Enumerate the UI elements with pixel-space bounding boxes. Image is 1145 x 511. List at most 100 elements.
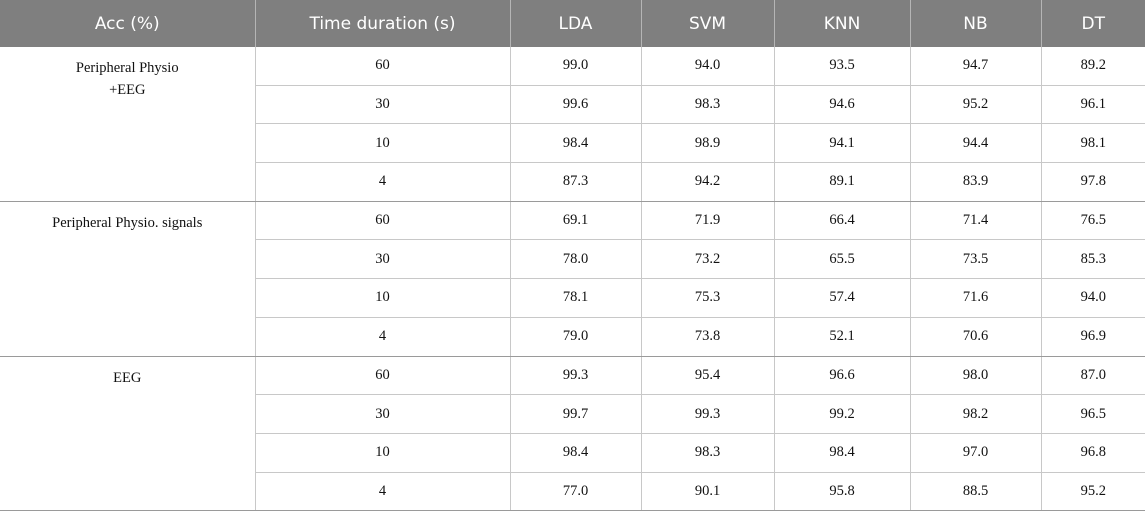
header-acc: Acc (%) — [0, 0, 256, 47]
dt-cell: 85.3 — [1041, 239, 1145, 280]
dt-cell: 76.5 — [1041, 201, 1145, 241]
dt-cell: 96.8 — [1041, 433, 1145, 473]
nb-cell: 94.4 — [910, 123, 1042, 164]
nb-cell: 73.5 — [910, 239, 1042, 280]
header-dt: DT — [1041, 0, 1145, 47]
dt-cell: 87.0 — [1041, 356, 1145, 396]
table-row: 4 79.0 73.8 52.1 70.6 96.9 — [0, 317, 1145, 357]
table-row: 10 98.4 98.9 94.1 94.4 98.1 — [0, 123, 1145, 164]
svm-cell: 94.0 — [641, 47, 775, 86]
time-cell: 60 — [255, 201, 511, 241]
svm-cell: 73.2 — [641, 239, 775, 280]
dt-cell: 96.9 — [1041, 317, 1145, 357]
dt-cell: 98.1 — [1041, 123, 1145, 164]
table-header: Acc (%) Time duration (s) LDA SVM KNN NB… — [0, 0, 1145, 47]
lda-cell: 77.0 — [510, 472, 642, 511]
group-label-line: Peripheral Physio — [75, 60, 179, 76]
table-row: 30 99.7 99.3 99.2 98.2 96.5 — [0, 394, 1145, 434]
lda-cell: 87.3 — [510, 162, 642, 202]
time-cell: 30 — [255, 85, 511, 125]
time-cell: 30 — [255, 394, 511, 434]
svm-cell: 90.1 — [641, 472, 775, 511]
header-knn: KNN — [774, 0, 911, 47]
table-row: 30 99.6 98.3 94.6 95.2 96.1 — [0, 85, 1145, 125]
knn-cell: 99.2 — [774, 394, 911, 434]
knn-cell: 95.8 — [774, 472, 911, 511]
time-cell: 10 — [255, 433, 511, 473]
time-cell: 30 — [255, 239, 511, 280]
header-svm: SVM — [641, 0, 775, 47]
dt-cell: 96.5 — [1041, 394, 1145, 434]
header-row: Acc (%) Time duration (s) LDA SVM KNN NB… — [0, 0, 1145, 47]
knn-cell: 52.1 — [774, 317, 911, 357]
svm-cell: 99.3 — [641, 394, 775, 434]
knn-cell: 65.5 — [774, 239, 911, 280]
lda-cell: 99.7 — [510, 394, 642, 434]
lda-cell: 78.1 — [510, 278, 642, 318]
svm-cell: 73.8 — [641, 317, 775, 357]
group-label-line: EEG — [113, 369, 142, 386]
knn-cell: 93.5 — [774, 47, 911, 86]
knn-cell: 66.4 — [774, 201, 911, 241]
time-cell: 4 — [255, 317, 511, 357]
time-cell: 60 — [255, 47, 511, 86]
svm-cell: 94.2 — [641, 162, 775, 202]
group-label-line: Peripheral Physio. signals — [52, 214, 203, 231]
group-label: Peripheral Physio. signals — [0, 201, 256, 357]
knn-cell: 94.6 — [774, 85, 911, 125]
dt-cell: 95.2 — [1041, 472, 1145, 511]
table-row: 4 87.3 94.2 89.1 83.9 97.8 — [0, 162, 1145, 202]
nb-cell: 98.0 — [910, 356, 1042, 396]
header-lda: LDA — [510, 0, 642, 47]
time-cell: 4 — [255, 162, 511, 202]
lda-cell: 98.4 — [510, 123, 642, 164]
lda-cell: 69.1 — [510, 201, 642, 241]
nb-cell: 97.0 — [910, 433, 1042, 473]
time-cell: 4 — [255, 472, 511, 511]
lda-cell: 78.0 — [510, 239, 642, 280]
dt-cell: 96.1 — [1041, 85, 1145, 125]
dt-cell: 97.8 — [1041, 162, 1145, 202]
nb-cell: 94.7 — [910, 47, 1042, 86]
lda-cell: 98.4 — [510, 433, 642, 473]
time-cell: 10 — [255, 123, 511, 164]
dt-cell: 89.2 — [1041, 47, 1145, 86]
knn-cell: 94.1 — [774, 123, 911, 164]
table-body: Peripheral Physio +EEG 60 99.0 94.0 93.5… — [0, 47, 1145, 511]
knn-cell: 57.4 — [774, 278, 911, 318]
group-label-line: +EEG — [109, 82, 146, 98]
nb-cell: 70.6 — [910, 317, 1042, 357]
header-time-duration: Time duration (s) — [255, 0, 511, 47]
table-row: 30 78.0 73.2 65.5 73.5 85.3 — [0, 239, 1145, 280]
group-label: EEG — [0, 356, 256, 511]
time-cell: 60 — [255, 356, 511, 396]
nb-cell: 88.5 — [910, 472, 1042, 511]
time-cell: 10 — [255, 278, 511, 318]
table-row: Peripheral Physio. signals 60 69.1 71.9 … — [0, 201, 1145, 357]
svm-cell: 95.4 — [641, 356, 775, 396]
table-row: 10 98.4 98.3 98.4 97.0 96.8 — [0, 433, 1145, 473]
svm-cell: 71.9 — [641, 201, 775, 241]
knn-cell: 89.1 — [774, 162, 911, 202]
nb-cell: 83.9 — [910, 162, 1042, 202]
group-label: Peripheral Physio +EEG — [0, 47, 256, 202]
lda-cell: 99.6 — [510, 85, 642, 125]
svm-cell: 98.3 — [641, 85, 775, 125]
table-row: EEG 60 99.3 95.4 96.6 98.0 87.0 — [0, 356, 1145, 511]
knn-cell: 96.6 — [774, 356, 911, 396]
lda-cell: 79.0 — [510, 317, 642, 357]
nb-cell: 98.2 — [910, 394, 1042, 434]
svm-cell: 98.3 — [641, 433, 775, 473]
knn-cell: 98.4 — [774, 433, 911, 473]
svm-cell: 98.9 — [641, 123, 775, 164]
table-row: 10 78.1 75.3 57.4 71.6 94.0 — [0, 278, 1145, 318]
nb-cell: 95.2 — [910, 85, 1042, 125]
dt-cell: 94.0 — [1041, 278, 1145, 318]
nb-cell: 71.4 — [910, 201, 1042, 241]
svm-cell: 75.3 — [641, 278, 775, 318]
table-row: Peripheral Physio +EEG 60 99.0 94.0 93.5… — [0, 47, 1145, 202]
lda-cell: 99.3 — [510, 356, 642, 396]
header-nb: NB — [910, 0, 1042, 47]
nb-cell: 71.6 — [910, 278, 1042, 318]
